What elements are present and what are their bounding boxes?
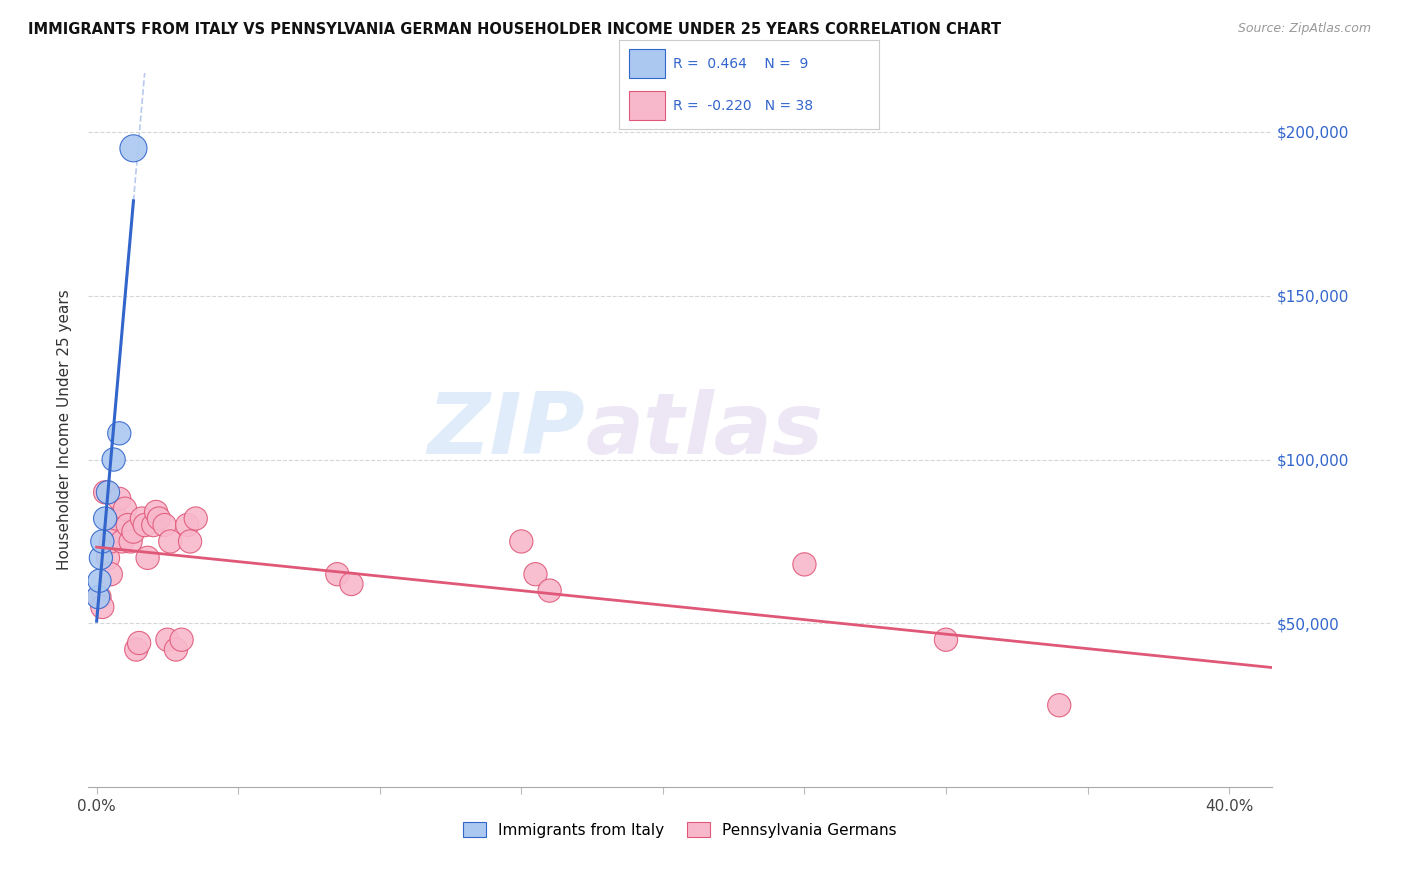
Point [524, 567, 547, 582]
Point [538, 583, 561, 598]
Point [100, 534, 122, 549]
Text: Source: ZipAtlas.com: Source: ZipAtlas.com [1237, 22, 1371, 36]
Point [159, 534, 181, 549]
Point [142, 518, 165, 533]
Point [131, 511, 153, 525]
Point [1047, 698, 1070, 713]
Point [94, 485, 117, 500]
Point [510, 534, 533, 549]
Point [105, 511, 128, 525]
Point [91, 534, 114, 549]
Point [122, 524, 145, 539]
Point [122, 141, 145, 155]
Point [134, 518, 156, 533]
Y-axis label: Householder Income Under 25 years: Householder Income Under 25 years [58, 290, 72, 571]
Point [156, 632, 179, 647]
Point [148, 511, 170, 525]
Point [89, 574, 111, 588]
Point [153, 518, 176, 533]
Point [114, 501, 136, 516]
Point [935, 632, 957, 647]
Point [117, 518, 139, 533]
Text: ZIP: ZIP [427, 389, 585, 472]
Point [90, 550, 112, 565]
Text: IMMIGRANTS FROM ITALY VS PENNSYLVANIA GERMAN HOUSEHOLDER INCOME UNDER 25 YEARS C: IMMIGRANTS FROM ITALY VS PENNSYLVANIA GE… [28, 22, 1001, 37]
Point [165, 642, 187, 657]
Point [91, 599, 114, 614]
Bar [628, 91, 665, 120]
Point [97, 550, 120, 565]
Point [176, 518, 198, 533]
Text: R =  0.464    N =  9: R = 0.464 N = 9 [673, 57, 808, 70]
Text: atlas: atlas [585, 389, 824, 472]
Point [184, 511, 207, 525]
Point [340, 577, 363, 591]
Point [108, 426, 131, 441]
Point [145, 505, 167, 519]
Point [111, 534, 134, 549]
Bar [628, 49, 665, 78]
Point [128, 636, 150, 650]
Point [179, 534, 201, 549]
Point [793, 558, 815, 572]
Legend: Immigrants from Italy, Pennsylvania Germans: Immigrants from Italy, Pennsylvania Germ… [457, 816, 903, 844]
Point [87, 590, 110, 604]
Point [103, 524, 125, 539]
Point [125, 642, 148, 657]
Point [94, 511, 117, 525]
Point [136, 550, 159, 565]
Point [108, 491, 131, 506]
Point [100, 567, 122, 582]
Point [326, 567, 349, 582]
Point [89, 590, 111, 604]
Point [170, 632, 193, 647]
Text: R =  -0.220   N = 38: R = -0.220 N = 38 [673, 99, 814, 112]
Point [103, 452, 125, 467]
Point [120, 534, 142, 549]
Point [97, 485, 120, 500]
